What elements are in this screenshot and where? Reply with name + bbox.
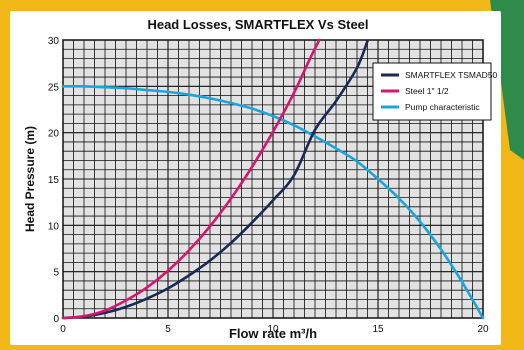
y-axis-ticks: 0 5 10 15 20 25 30: [48, 36, 60, 325]
y-tick-label: 25: [48, 82, 60, 93]
legend-label-steel: Steel 1" 1/2: [405, 86, 449, 96]
x-tick-label: 20: [477, 324, 489, 335]
y-tick-label: 20: [48, 129, 60, 140]
series-line-steel: [61, 38, 321, 320]
x-tick-label: 15: [372, 324, 384, 335]
chart-title: Head Losses, SMARTFLEX Vs Steel: [147, 17, 368, 32]
y-tick-label: 5: [53, 268, 59, 279]
legend-label-smartflex: SMARTFLEX TSMAD50: [405, 70, 498, 80]
y-axis-label: Head Pressure (m): [23, 126, 37, 232]
x-tick-label: 10: [267, 324, 279, 335]
chart-card: Head Losses, SMARTFLEX Vs Steel 0 5 10 15 20…: [10, 11, 501, 345]
series-line-smartflex: [61, 39, 369, 320]
series-lines: [61, 38, 485, 320]
legend-label-pump: Pump characteristic: [405, 102, 480, 112]
x-axis-ticks: 0 5 10 15 20: [60, 324, 489, 335]
series-line-pump: [61, 84, 485, 320]
x-axis-label: Flow rate m³/h: [229, 326, 317, 341]
y-tick-label: 15: [48, 175, 60, 186]
legend: SMARTFLEX TSMAD50 Steel 1" 1/2 Pump char…: [372, 62, 498, 121]
x-tick-label: 5: [165, 324, 171, 335]
x-tick-label: 0: [60, 324, 66, 335]
y-tick-label: 10: [48, 221, 60, 232]
y-tick-label: 0: [53, 314, 59, 325]
y-tick-label: 30: [48, 36, 60, 47]
chart: Head Losses, SMARTFLEX Vs Steel 0 5 10 15 20…: [23, 17, 498, 341]
